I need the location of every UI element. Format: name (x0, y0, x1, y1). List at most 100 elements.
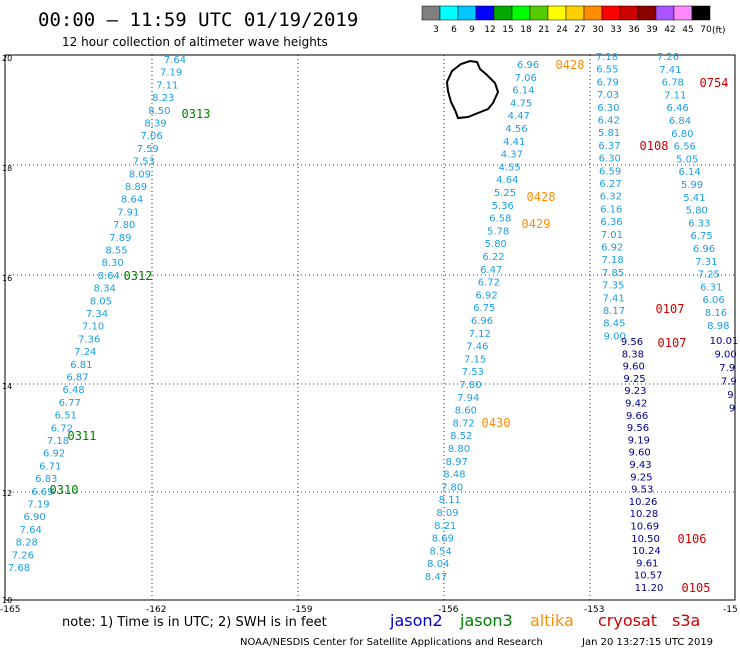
legend-swatch (529, 5, 549, 21)
wave-height-value: 7.06 (515, 73, 537, 84)
wave-height-value: 7.59 (137, 144, 159, 155)
wave-height-value: 8.64 (121, 195, 143, 206)
pass-time: 0310 (50, 483, 79, 497)
legend-swatch (637, 5, 657, 21)
wave-height-value: 6.77 (59, 398, 81, 409)
wave-height-value: 7.03 (597, 90, 619, 101)
wave-height-value: 6.14 (678, 167, 700, 178)
legend-jason3: jason3 (459, 611, 513, 630)
wave-height-value: 5.05 (676, 154, 698, 165)
wave-height-value: 7.18 (596, 52, 618, 63)
pass-time: 0105 (682, 581, 711, 595)
wave-height-value: 8.21 (434, 521, 456, 532)
legend-swatch (565, 5, 585, 21)
wave-height-value: 9.60 (623, 362, 645, 373)
legend-swatch (601, 5, 621, 21)
wave-height-value: 10.57 (634, 571, 663, 582)
wave-height-value: 6.14 (512, 86, 534, 97)
pass-time: 0430 (482, 416, 511, 430)
wave-height-value: 7.36 (78, 334, 100, 345)
wave-height-value: 5.80 (686, 206, 708, 217)
legend-swatch (457, 5, 477, 21)
wave-height-value: 6.92 (475, 290, 497, 301)
wave-height-value: 8.47 (425, 572, 447, 583)
wave-height-value: 4.37 (501, 150, 523, 161)
lat-label: 12 (2, 489, 12, 498)
track-altika-mid: 6.96 7.06 6.144.75 4.47 4.56 4.41 4.374.55 4.64… (425, 60, 539, 583)
wave-height-value: 6.46 (666, 103, 688, 114)
wave-height-value: 10.01 (710, 336, 739, 347)
wave-height-value: 7.89 (109, 233, 131, 244)
wave-height-value: 8.28 (16, 538, 38, 549)
page-title: 00:00 — 11:59 UTC 01/19/2019 (38, 9, 358, 31)
wave-height-value: 8.48 (443, 470, 465, 481)
legend-label: 21 (538, 25, 549, 35)
legend-label: 18 (520, 25, 532, 35)
pass-time: 0107 (658, 336, 687, 350)
wave-height-value: 6.72 (478, 278, 500, 289)
wave-height-value: 8.09 (436, 508, 458, 519)
wave-height-value: 6.30 (597, 103, 619, 114)
wave-height-value: 7.18 (47, 436, 69, 447)
wave-height-value: 8.50 (148, 106, 170, 117)
wave-height-value: 6.22 (482, 252, 504, 263)
footer-note: note: 1) Time is in UTC; 2) SWH is in fe… (62, 615, 327, 630)
wave-height-value: 8.80 (448, 444, 470, 455)
wave-height-value: 7.11 (156, 80, 178, 91)
wave-height-value: 9.42 (625, 399, 647, 410)
wave-height-value: 6.27 (599, 179, 621, 190)
lat-lon-grid (5, 55, 735, 600)
lat-label: 20 (2, 54, 12, 63)
legend-swatch (421, 5, 441, 21)
wave-height-value: 9.00 (604, 331, 626, 342)
lon-label: -159 (292, 605, 313, 615)
pass-time: 0428 (556, 58, 585, 72)
wave-height-value: 7.34 (86, 309, 108, 320)
track-s3a-east: 7.26 7.41 6.787.11 6.46 6.84 6.80 6.565.05 6.14… (657, 52, 730, 332)
wave-height-value: 7.9 (719, 363, 735, 374)
wave-height-value: 4.75 (510, 98, 532, 109)
wave-height-value: 7.80 (459, 380, 481, 391)
wave-height-value: 6.87 (66, 373, 88, 384)
wave-height-value: 6.96 (517, 60, 539, 71)
wave-height-value: 6.96 (693, 244, 715, 255)
wave-height-value: 8.04 (427, 559, 449, 570)
lat-label: 10 (2, 596, 12, 605)
wave-height-value: 6.42 (598, 116, 620, 127)
legend-label: 12 (484, 25, 495, 35)
wave-height-value: 9.66 (626, 411, 648, 422)
wave-height-value: 8.69 (432, 534, 454, 545)
wave-height-value: 7.46 (466, 342, 488, 353)
wave-height-value: 7.9 (721, 377, 737, 388)
legend-s3a: s3a (672, 611, 700, 630)
wave-height-value: 8.23 (152, 93, 174, 104)
longitude-axis: -165 -162 -159 -156 -153 -15 (0, 605, 738, 615)
latitude-axis: 20 18 16 14 12 10 (2, 54, 12, 605)
wave-height-value: 10.28 (630, 509, 659, 520)
wave-height-value: 10.69 (630, 522, 659, 533)
wave-height-value: 5.41 (683, 193, 705, 204)
wave-height-value: 7.19 (27, 500, 49, 511)
wave-height-value: 6.92 (43, 449, 65, 460)
wave-height-value: 7.06 (140, 131, 162, 142)
pass-time: 0313 (182, 107, 211, 121)
legend-label: 36 (628, 25, 640, 35)
wave-height-value: 9.56 (627, 423, 649, 434)
wave-height-value: 7.19 (160, 68, 182, 79)
wave-height-value: 6.47 (480, 265, 502, 276)
wave-height-value: 8.55 (105, 246, 127, 257)
pass-time: 0428 (527, 190, 556, 204)
wave-height-value: 6.92 (601, 243, 623, 254)
legend-swatch (511, 5, 531, 21)
wave-height-value: 7.53 (462, 367, 484, 378)
legend-label: 70 (700, 25, 712, 35)
pass-time: 0106 (678, 532, 707, 546)
wave-height-value: 6.69 (31, 487, 53, 498)
altimeter-tracks: 7.647.197.118.238.508.397.067.597.538.09… (8, 52, 738, 594)
wave-height-value: 9.53 (631, 485, 653, 496)
legend-altika: altika (530, 611, 574, 630)
wave-height-value: 6.33 (688, 218, 710, 229)
wave-height-value: 5.80 (485, 239, 507, 250)
